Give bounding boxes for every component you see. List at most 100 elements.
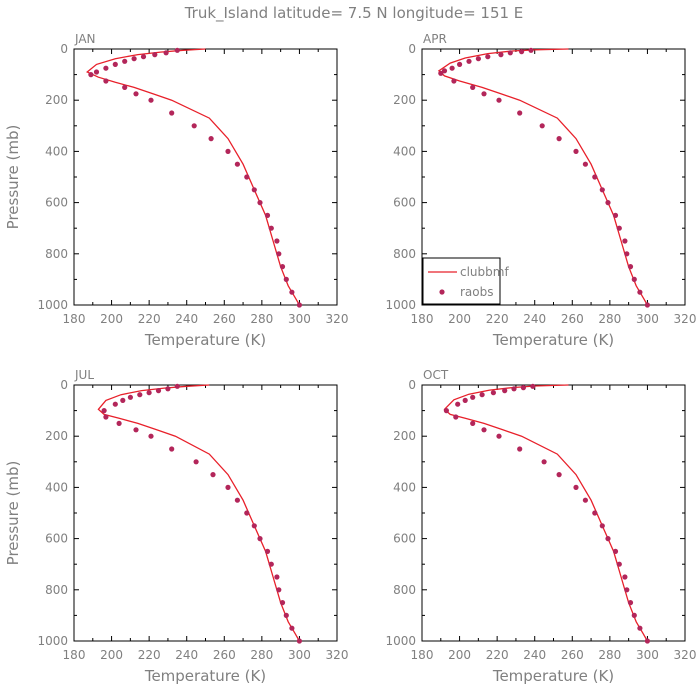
data-point-raobs: [148, 433, 154, 439]
y-tick-label: 0: [60, 42, 68, 56]
x-tick-label: 240: [175, 312, 198, 326]
data-point-raobs: [296, 638, 302, 644]
y-tick-label: 1000: [385, 634, 416, 648]
data-point-raobs: [599, 523, 605, 529]
x-tick-label: 180: [63, 648, 86, 662]
legend-marker-raobs: [439, 289, 445, 295]
x-tick-label: 200: [448, 312, 471, 326]
y-tick-label: 1000: [385, 298, 416, 312]
x-tick-label: 240: [523, 648, 546, 662]
data-point-raobs: [466, 58, 472, 64]
series-line-clubbmf: [97, 384, 300, 642]
data-point-raobs: [103, 78, 109, 84]
data-point-raobs: [101, 408, 107, 414]
data-point-raobs: [276, 251, 282, 257]
x-tick-label: 280: [598, 312, 621, 326]
x-tick-label: 200: [448, 648, 471, 662]
data-point-raobs: [451, 78, 457, 84]
y-tick-label: 600: [45, 532, 68, 546]
x-axis-label: Temperature (K): [492, 667, 614, 685]
data-point-raobs: [257, 200, 263, 206]
y-tick-label: 800: [45, 583, 68, 597]
y-tick-label: 400: [393, 480, 416, 494]
data-point-raobs: [264, 548, 271, 555]
data-point-raobs: [462, 397, 468, 403]
data-point-raobs: [296, 302, 302, 308]
panel-title: JUL: [74, 368, 94, 382]
data-point-raobs: [556, 136, 562, 142]
series-line-clubbmf: [85, 48, 300, 306]
data-point-raobs: [116, 420, 122, 426]
data-point-raobs: [519, 49, 525, 55]
x-axis-label: Temperature (K): [144, 331, 266, 349]
x-tick-label: 280: [250, 648, 273, 662]
x-tick-label: 260: [213, 648, 236, 662]
data-point-raobs: [457, 61, 463, 67]
x-tick-label: 320: [326, 648, 349, 662]
data-point-raobs: [612, 212, 619, 218]
data-point-raobs: [155, 388, 162, 394]
data-point-raobs: [631, 612, 637, 619]
y-tick-label: 200: [393, 429, 416, 443]
data-point-raobs: [276, 587, 282, 593]
data-point-raobs: [274, 238, 280, 244]
data-point-raobs: [556, 472, 562, 478]
data-point-raobs: [644, 302, 651, 308]
data-point-raobs: [234, 497, 240, 503]
data-point-raobs: [622, 574, 628, 580]
data-point-raobs: [530, 383, 536, 389]
data-point-raobs: [264, 212, 271, 218]
data-point-raobs: [174, 383, 180, 389]
panels-group: 180 200 220 240 260 280 300 320 0 200 400 600 800 100…: [4, 32, 696, 685]
x-tick-label: 220: [486, 312, 509, 326]
x-axis-label: Temperature (K): [492, 331, 614, 349]
data-point-raobs: [191, 123, 197, 129]
y-tick-label: 200: [45, 93, 68, 107]
data-point-raobs: [122, 84, 128, 90]
data-point-raobs: [479, 392, 485, 398]
data-point-raobs: [257, 536, 263, 542]
panel-jan: 180 200 220 240 260 280 300 320 0 200 400 600 800 100…: [4, 32, 348, 349]
panel-apr: 180 200 220 240 260 280 300 320 0 200 400 600 800 100…: [385, 32, 696, 349]
data-point-raobs: [438, 70, 444, 76]
x-tick-label: 180: [411, 312, 434, 326]
plot-frame: [421, 384, 686, 642]
data-point-raobs: [627, 264, 634, 270]
legend-label-raobs: raobs: [460, 285, 494, 299]
data-point-raobs: [582, 497, 589, 503]
legend-label-clubbmf: clubbmf: [460, 265, 509, 279]
data-point-raobs: [605, 536, 611, 542]
x-tick-label: 280: [598, 648, 621, 662]
data-point-raobs: [573, 148, 579, 154]
data-point-raobs: [470, 84, 476, 90]
data-point-raobs: [210, 472, 216, 478]
data-point-raobs: [517, 446, 523, 452]
y-tick-label: 600: [393, 196, 416, 210]
data-point-raobs: [88, 72, 94, 78]
data-point-raobs: [283, 276, 289, 282]
data-point-raobs: [541, 459, 547, 465]
data-point-raobs: [103, 65, 109, 71]
data-point-raobs: [244, 510, 250, 516]
x-tick-label: 240: [523, 312, 546, 326]
data-point-raobs: [599, 187, 605, 193]
data-point-raobs: [528, 47, 534, 53]
plot-frame: [73, 48, 338, 306]
x-tick-label: 320: [326, 312, 349, 326]
y-tick-label: 800: [393, 583, 416, 597]
y-tick-label: 0: [408, 378, 416, 392]
data-point-raobs: [193, 459, 199, 465]
y-axis-label: Pressure (mb): [4, 125, 22, 230]
data-point-raobs: [616, 225, 622, 231]
figure-title: Truk_Island latitude= 7.5 N longitude= 1…: [184, 4, 524, 23]
data-point-raobs: [453, 414, 459, 420]
data-point-raobs: [481, 427, 487, 433]
panel-title: OCT: [423, 368, 449, 382]
data-point-raobs: [470, 420, 476, 426]
y-tick-label: 400: [45, 480, 68, 494]
data-point-raobs: [485, 54, 491, 60]
data-point-raobs: [152, 52, 158, 58]
data-point-raobs: [455, 401, 461, 407]
data-point-raobs: [283, 612, 289, 619]
